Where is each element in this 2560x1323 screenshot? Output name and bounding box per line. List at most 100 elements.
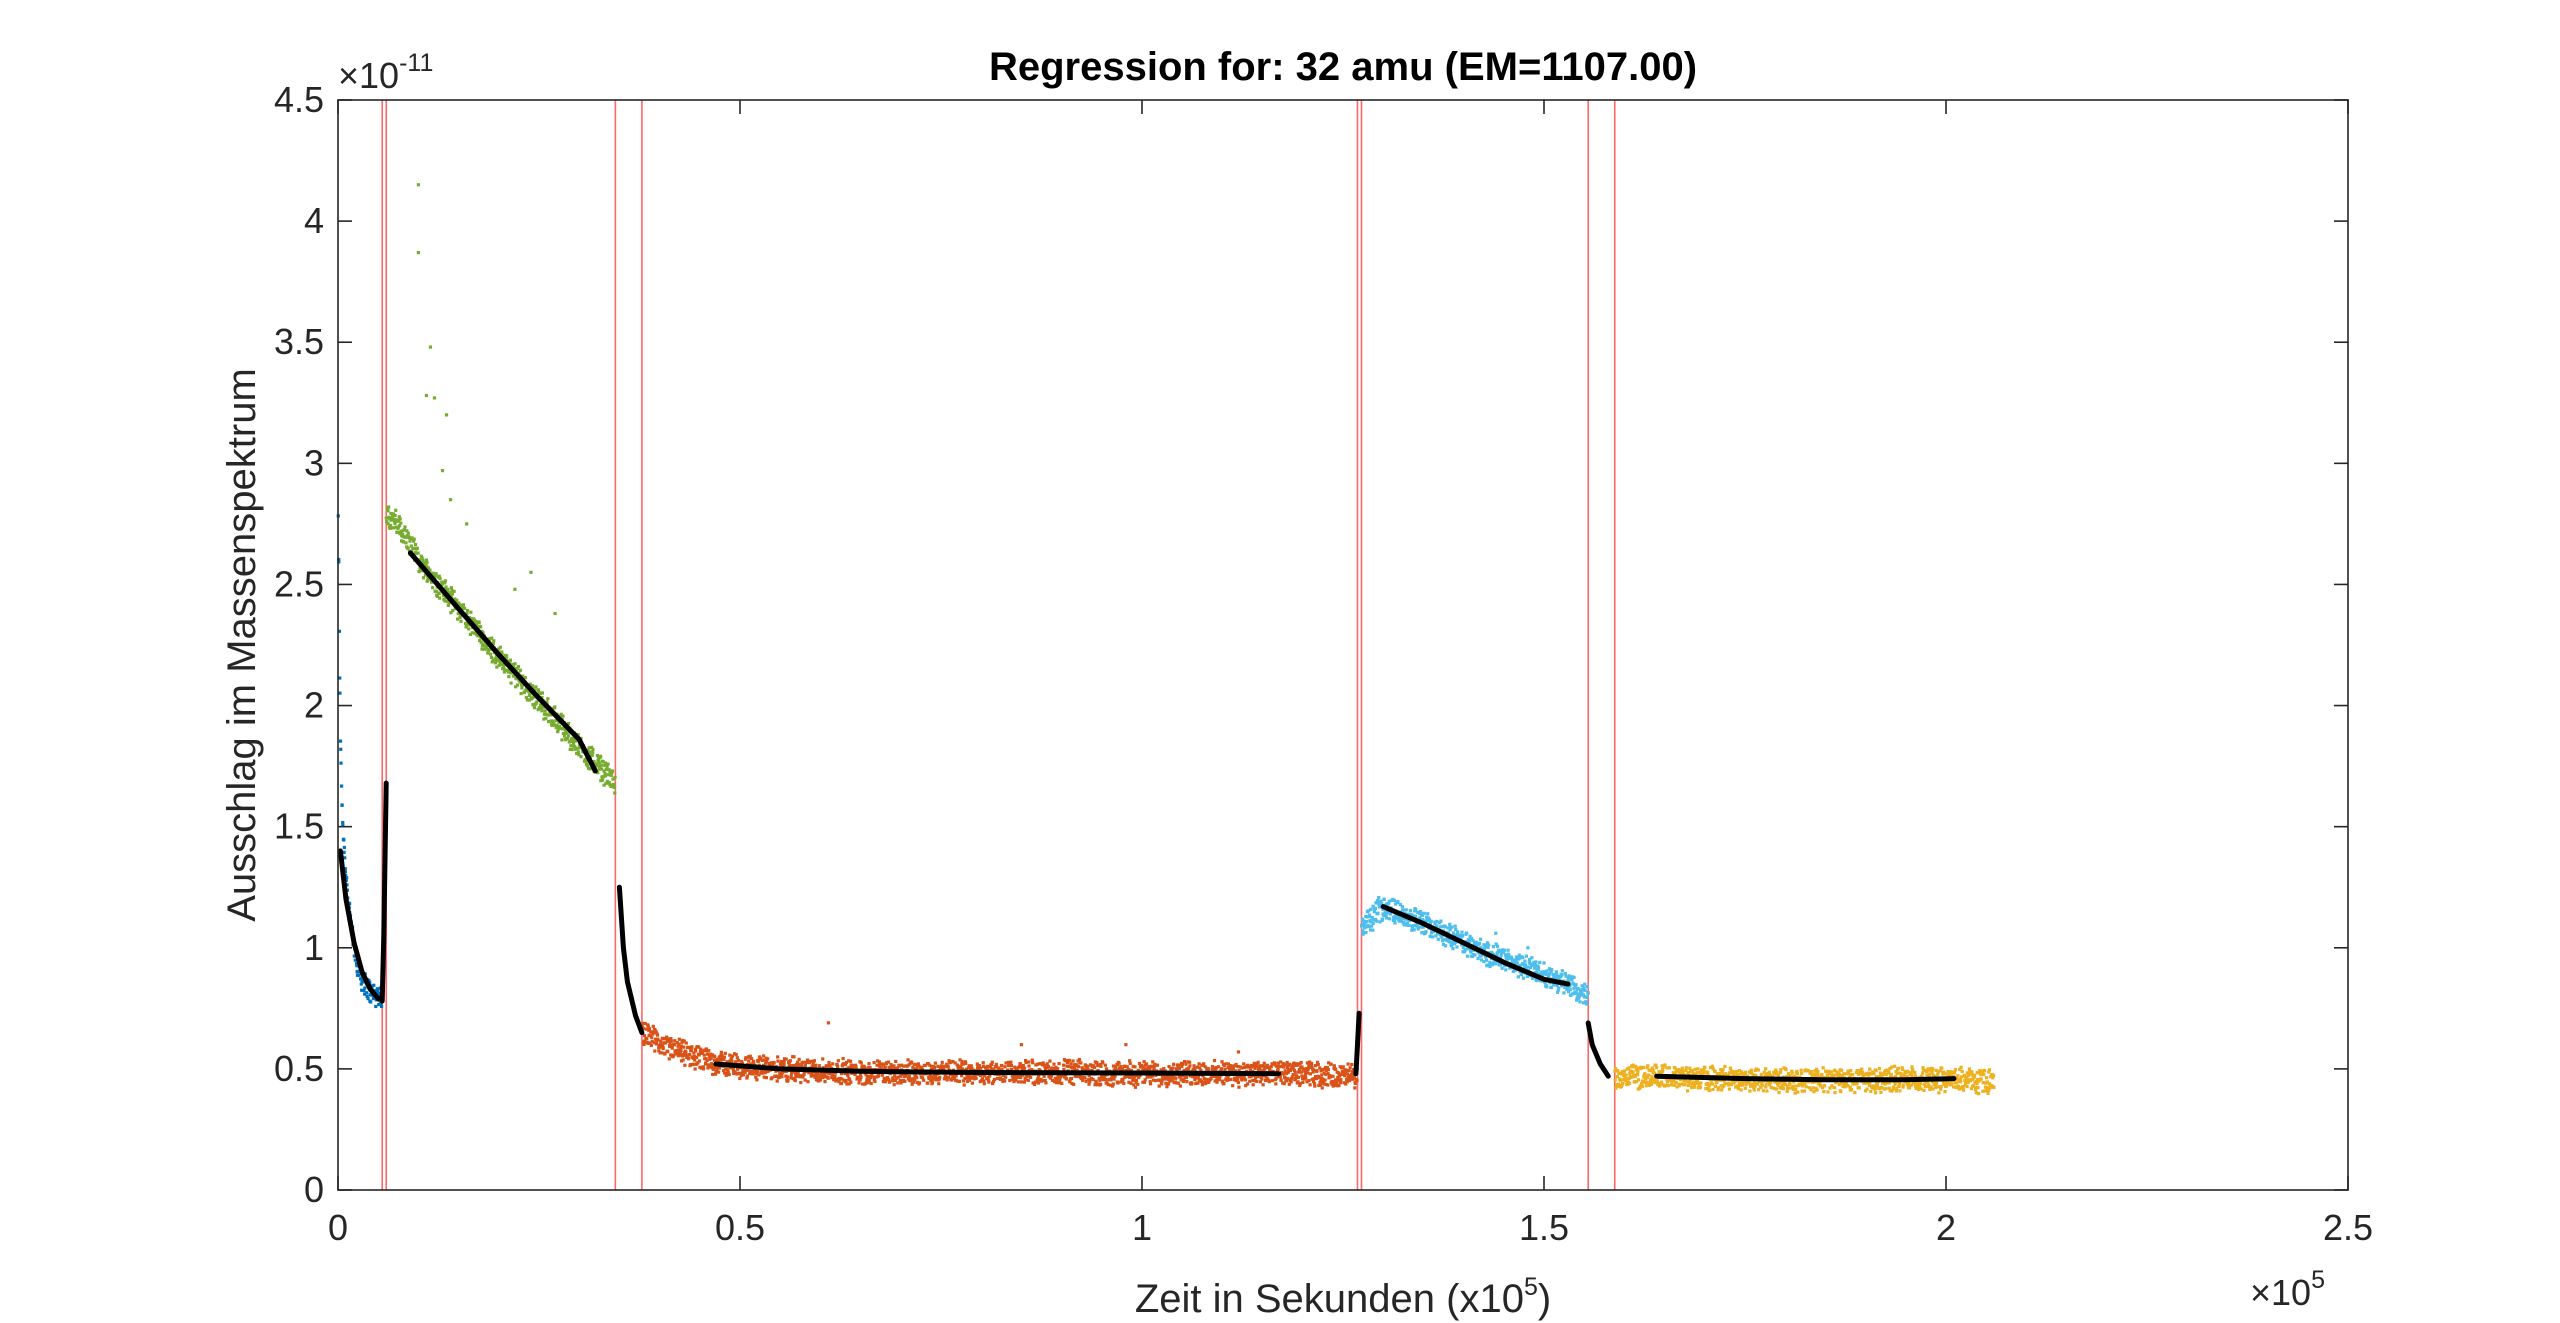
- outlier-point: [553, 611, 557, 616]
- data-point: [1306, 1071, 1310, 1075]
- data-point: [502, 665, 506, 669]
- data-point: [1324, 1068, 1329, 1072]
- data-point: [475, 622, 479, 626]
- data-point: [1528, 965, 1533, 970]
- data-point: [443, 579, 447, 583]
- data-point: [1142, 1060, 1146, 1064]
- data-point: [1035, 1078, 1039, 1082]
- data-point: [904, 1074, 908, 1078]
- data-point: [1050, 1078, 1055, 1082]
- data-point: [1764, 1085, 1768, 1089]
- data-point: [989, 1067, 993, 1071]
- data-point: [1775, 1070, 1779, 1074]
- data-point: [516, 683, 520, 687]
- data-point: [1851, 1082, 1856, 1086]
- data-point: [982, 1082, 986, 1086]
- data-point: [1367, 909, 1371, 913]
- data-point: [1301, 1067, 1306, 1071]
- data-point: [1900, 1066, 1904, 1070]
- data-point: [1100, 1075, 1104, 1079]
- data-point: [1695, 1078, 1700, 1082]
- data-point: [961, 1079, 966, 1083]
- data-point: [1408, 908, 1412, 913]
- data-point: [793, 1079, 797, 1083]
- data-point: [606, 773, 610, 777]
- data-point: [727, 1073, 731, 1077]
- data-point: [1748, 1084, 1753, 1088]
- data-point: [1146, 1074, 1150, 1078]
- data-point: [1247, 1075, 1251, 1079]
- data-point: [1940, 1066, 1944, 1070]
- data-point: [1027, 1064, 1031, 1068]
- data-point: [576, 750, 581, 754]
- data-point: [1973, 1073, 1977, 1077]
- data-point: [1337, 1083, 1341, 1088]
- data-point: [1313, 1064, 1318, 1068]
- data-point: [723, 1051, 727, 1055]
- data-point: [511, 662, 515, 667]
- data-point: [743, 1070, 747, 1074]
- data-point: [1451, 931, 1456, 935]
- data-point: [1263, 1078, 1268, 1083]
- data-point: [423, 563, 427, 568]
- data-point: [1849, 1087, 1854, 1092]
- data-point: [1028, 1075, 1033, 1079]
- data-point: [1435, 919, 1439, 924]
- data-point: [1348, 1078, 1352, 1083]
- data-point: [1287, 1067, 1291, 1071]
- data-point: [1864, 1081, 1868, 1085]
- data-point: [446, 587, 450, 592]
- y-tick-label: 3: [304, 442, 324, 483]
- data-point: [1077, 1065, 1081, 1069]
- data-point: [513, 662, 517, 666]
- data-point: [1761, 1089, 1765, 1093]
- data-point: [1734, 1070, 1739, 1074]
- x-tick-label: 2.5: [2323, 1207, 2373, 1248]
- data-point: [1627, 1081, 1632, 1085]
- data-point: [1174, 1076, 1178, 1080]
- data-point: [1483, 947, 1487, 951]
- data-point: [835, 1063, 839, 1067]
- data-point: [369, 993, 373, 997]
- data-point: [1673, 1071, 1677, 1075]
- data-point: [1326, 1072, 1330, 1076]
- data-point: [1248, 1079, 1252, 1083]
- data-point: [1236, 1064, 1240, 1069]
- data-point: [477, 621, 481, 625]
- data-point: [1160, 1079, 1164, 1083]
- data-point: [343, 867, 347, 871]
- data-point: [892, 1083, 896, 1087]
- data-point: [611, 777, 615, 781]
- data-point: [1867, 1083, 1872, 1087]
- data-point: [1388, 912, 1392, 916]
- data-point: [392, 517, 396, 522]
- data-point: [1977, 1092, 1981, 1096]
- data-point: [749, 1069, 753, 1073]
- data-point: [1179, 1078, 1183, 1082]
- data-point: [1026, 1078, 1030, 1082]
- data-point: [385, 520, 389, 524]
- data-point: [1621, 1081, 1625, 1085]
- data-point: [1233, 1076, 1237, 1080]
- data-point: [722, 1069, 726, 1073]
- data-point: [1674, 1080, 1678, 1084]
- data-point: [1854, 1070, 1859, 1074]
- data-point: [341, 820, 345, 825]
- data-point: [1576, 996, 1581, 1001]
- x-axis-exponent: ×105: [2250, 1266, 2325, 1313]
- data-point: [1688, 1080, 1692, 1084]
- data-point: [1287, 1062, 1292, 1066]
- data-point: [571, 741, 576, 746]
- data-point: [883, 1065, 887, 1069]
- data-point: [1244, 1084, 1248, 1088]
- data-point: [1317, 1083, 1321, 1088]
- data-point: [597, 758, 601, 762]
- data-point: [1153, 1079, 1158, 1083]
- data-point: [460, 606, 465, 611]
- data-point: [1799, 1068, 1803, 1072]
- data-point: [709, 1052, 713, 1056]
- data-point: [1814, 1086, 1818, 1090]
- data-point: [390, 518, 394, 522]
- data-point: [745, 1076, 749, 1080]
- data-point: [590, 753, 594, 757]
